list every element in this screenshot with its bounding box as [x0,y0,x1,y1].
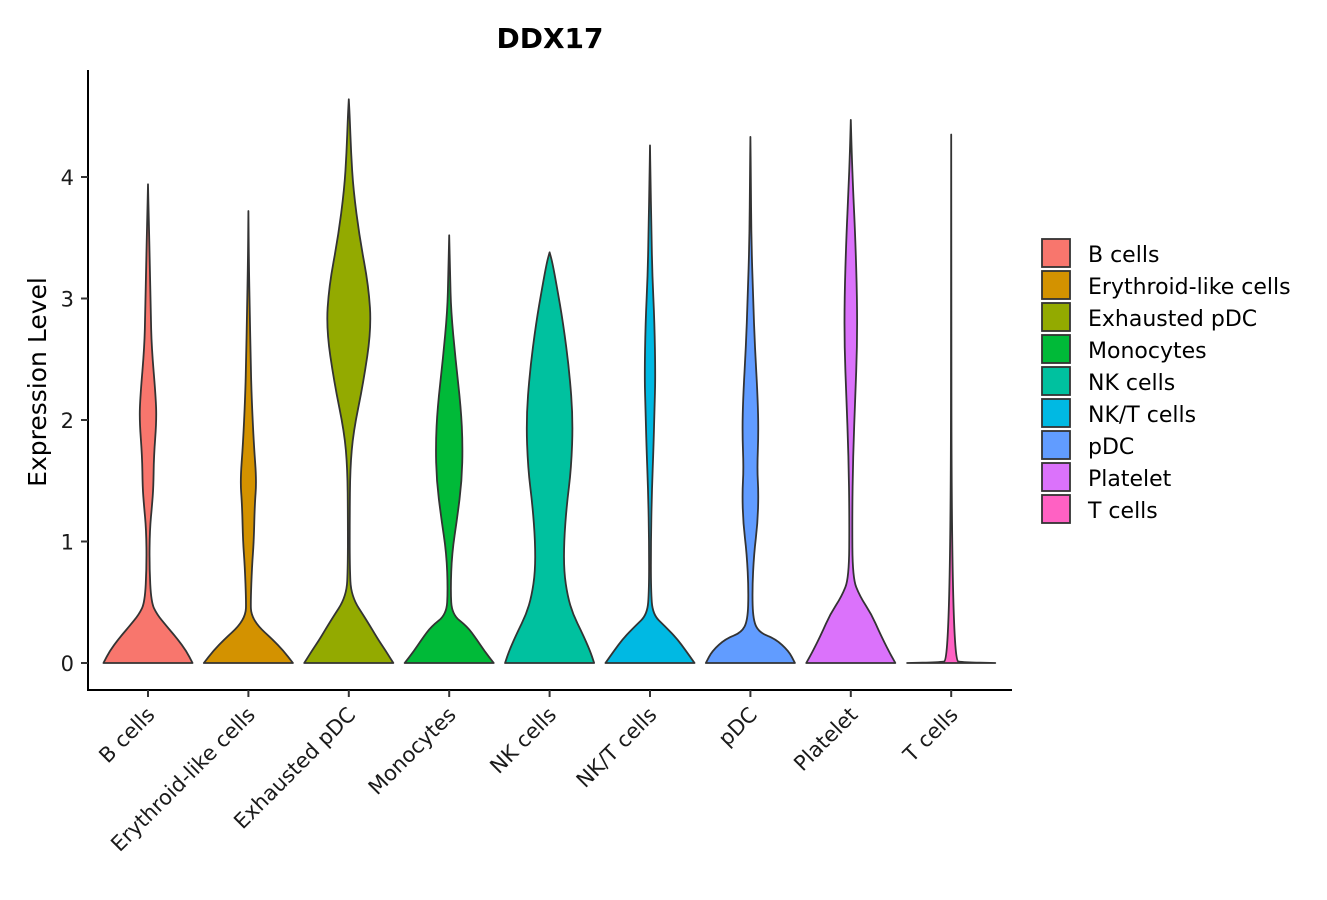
violin-2 [303,98,395,664]
violin-3 [403,234,495,664]
x-tick-label: Monocytes [364,703,461,800]
y-tick-label: 2 [61,409,74,433]
y-tick-label: 4 [61,166,74,190]
legend-label: pDC [1088,435,1134,460]
legend-label: NK cells [1088,371,1175,396]
violin-4 [504,251,596,664]
legend-label: Monocytes [1088,339,1207,364]
x-tick-label: T cells [898,703,963,768]
violin-5 [604,144,696,664]
legend-label: Exhausted pDC [1088,307,1257,332]
legend: B cells Erythroid-like cells Exhausted pDC… [1041,238,1291,524]
y-axis: 0 1 2 3 4 [61,70,89,691]
x-tick-label: Platelet [789,703,862,776]
y-tick-label: 0 [61,652,74,676]
violin-group [102,98,997,664]
legend-swatch [1041,366,1071,396]
violin-1 [202,210,294,664]
legend-swatch [1041,398,1071,428]
y-tick-label: 3 [61,288,74,312]
x-tick-label: NK/T cells [572,703,662,793]
legend-swatch [1041,334,1071,364]
legend-swatch [1041,302,1071,332]
violin-7 [805,118,897,664]
legend-label: Erythroid-like cells [1088,275,1291,300]
x-tick-label: B cells [94,703,159,768]
chart-title: DDX17 [496,22,603,55]
violin-0 [102,183,194,664]
legend-swatch [1041,462,1071,492]
legend-swatch [1041,238,1071,268]
legend-label: T cells [1087,499,1158,524]
legend-swatch [1041,430,1071,460]
legend-swatch [1041,270,1071,300]
y-tick-label: 1 [61,531,74,555]
y-axis-label: Expression Level [23,277,52,487]
legend-swatch [1041,494,1071,524]
x-tick-label: NK cells [485,703,561,779]
legend-label: Platelet [1088,467,1172,492]
violin-8 [906,133,997,664]
x-tick-label: pDC [714,703,762,751]
legend-label: B cells [1088,243,1159,268]
legend-label: NK/T cells [1088,403,1196,428]
violin-6 [704,136,796,664]
